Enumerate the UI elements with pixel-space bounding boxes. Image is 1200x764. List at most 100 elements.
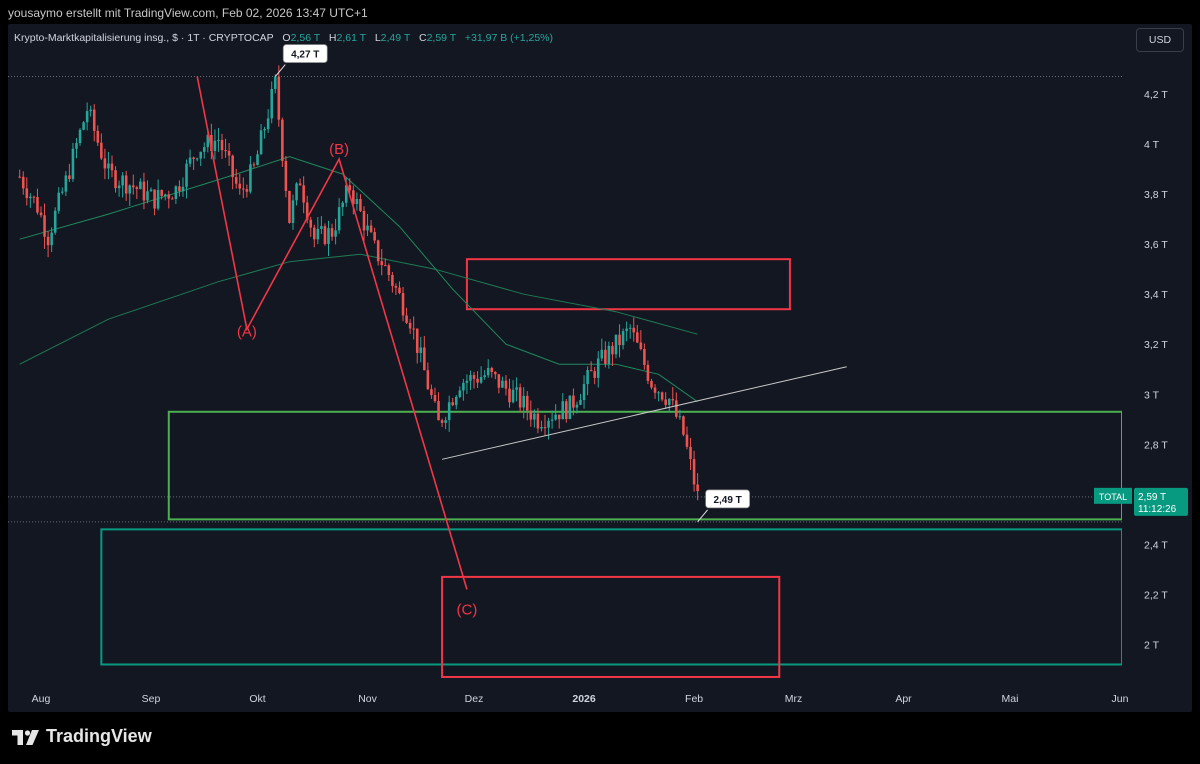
candle-body (369, 225, 373, 233)
x-tick-label: Aug (32, 693, 51, 705)
brand-name: TradingView (46, 726, 152, 746)
candle-body (206, 134, 210, 148)
attribution-text: yousaymo erstellt mit TradingView.com, F… (8, 6, 368, 20)
candle-body (650, 380, 653, 388)
candle-body (103, 158, 107, 169)
candle-body (242, 188, 245, 190)
price-chart[interactable]: (A)(B)(C)4,27 T2,49 T4,4 T4,2 T4 T3,8 T3… (8, 24, 1192, 712)
candle-body (238, 183, 242, 189)
candle-body (515, 387, 518, 390)
candle-body (344, 185, 348, 203)
candle-body (146, 191, 149, 201)
candle-body (124, 175, 128, 194)
currency-button[interactable]: USD (1136, 28, 1184, 52)
red-zone-lower (441, 575, 781, 678)
candle-body (408, 322, 412, 329)
x-tick-label: Feb (685, 693, 703, 705)
candle-body (522, 395, 525, 408)
last-price-value: 2,59 T (1138, 492, 1166, 503)
symbol-title[interactable]: Krypto-Marktkapitalisierung insg., $ · 1… (14, 32, 274, 44)
candle-body (533, 413, 536, 420)
candle-body (586, 370, 589, 385)
candle-body (92, 109, 96, 131)
candle-body (213, 140, 217, 151)
candle-body (529, 410, 533, 420)
candle-body (614, 334, 618, 355)
candle-body (270, 89, 273, 119)
candle-body (281, 119, 284, 161)
candle-body (667, 399, 671, 405)
low-value: 2,49 T (380, 32, 411, 44)
candle-body (664, 399, 667, 405)
candle-body (107, 163, 110, 169)
callout-pointer (274, 64, 286, 77)
candle-body (447, 402, 451, 421)
candle-body (508, 388, 511, 403)
candle-body (589, 370, 593, 372)
candle-body (611, 345, 614, 355)
candle-body (472, 375, 476, 379)
x-tick-label: Okt (249, 693, 265, 705)
candle-body (494, 371, 497, 375)
candle-body (572, 395, 575, 408)
candle-body (256, 154, 259, 166)
candle-body (132, 185, 135, 188)
trendline (441, 366, 847, 460)
open-label: O (282, 32, 291, 44)
candle-body (625, 328, 628, 332)
price-callout: 2,49 T (697, 489, 751, 523)
candle-body (39, 212, 43, 216)
candle-body (465, 380, 469, 383)
candle-body (43, 215, 46, 237)
candle-body (330, 228, 334, 237)
candle-body (433, 395, 437, 402)
wave-label: (C) (457, 601, 478, 618)
symbol-legend: Krypto-Marktkapitalisierung insg., $ · 1… (14, 32, 553, 44)
candle-body (142, 181, 146, 201)
candle-body (114, 170, 117, 189)
candle-body (384, 265, 387, 267)
candle-body (600, 349, 604, 359)
candle-body (501, 380, 504, 388)
candles-group (18, 65, 699, 501)
candle-body (547, 420, 550, 428)
y-tick-label: 3,2 T (1144, 339, 1168, 351)
candle-body (554, 414, 557, 420)
chart-panel[interactable]: (A)(B)(C)4,27 T2,49 T4,4 T4,2 T4 T3,8 T3… (8, 24, 1192, 712)
candle-body (156, 190, 160, 209)
candle-body (202, 147, 206, 152)
candle-body (412, 328, 415, 330)
candle-body (245, 189, 249, 192)
candle-body (185, 163, 188, 187)
candle-body (426, 370, 430, 390)
candle-body (682, 416, 685, 435)
tradingview-logo[interactable]: TradingView (12, 726, 152, 747)
candle-body (511, 389, 515, 403)
candle-body (437, 401, 440, 421)
callout-box (282, 44, 328, 63)
candle-body (153, 189, 156, 209)
candle-body (398, 287, 401, 294)
candle-body (291, 200, 295, 223)
high-label: H (328, 32, 337, 44)
y-tick-label: 3,4 T (1144, 289, 1168, 301)
candle-body (653, 387, 657, 393)
candle-body (46, 236, 50, 246)
candle-body (18, 176, 21, 178)
candle-body (607, 345, 611, 364)
candle-body (68, 175, 71, 179)
change-value: +31,97 B (+1,25%) (464, 32, 554, 44)
candle-body (305, 202, 309, 220)
candle-body (504, 380, 508, 389)
moving-average-long (19, 253, 698, 365)
candle-body (316, 228, 320, 240)
x-tick-label: Mrz (785, 693, 803, 705)
candle-body (486, 367, 490, 376)
y-tick-label: 4,2 T (1144, 89, 1168, 101)
candle-body (85, 111, 89, 123)
candle-body (302, 185, 305, 203)
candle-body (50, 232, 53, 246)
candle-body (355, 199, 359, 205)
last-price-tag (1134, 487, 1188, 516)
candle-body (440, 420, 444, 423)
